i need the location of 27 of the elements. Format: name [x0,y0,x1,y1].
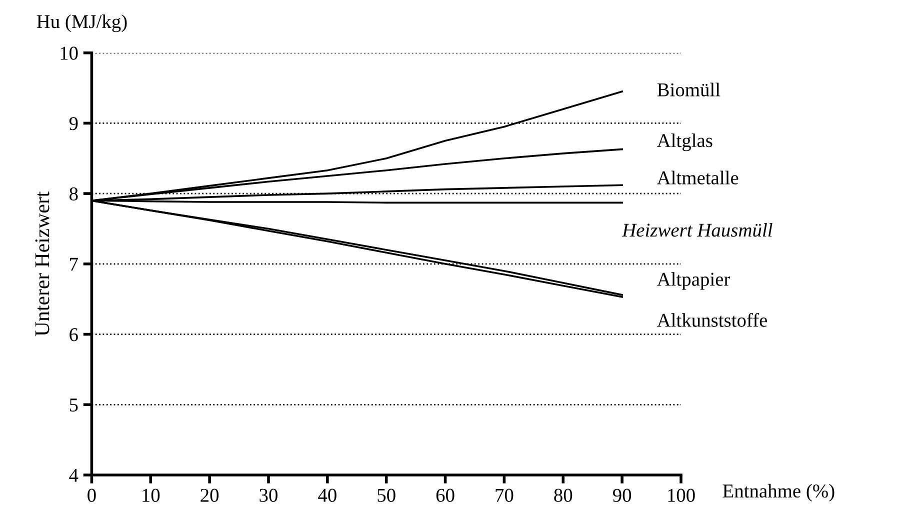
x-tick-label: 20 [200,488,219,502]
y-tick-label: 6 [70,328,78,342]
series-label: Altmetalle [656,170,738,184]
series-label: Altglas [656,133,712,152]
x-axis-title: Entnahme (%) [722,484,834,502]
y-tick-label: 10 [60,46,78,60]
y-axis-title: Unterer Heizwert [35,191,50,336]
x-tick-label: 90 [612,488,632,502]
x-tick-label: 60 [436,488,454,502]
series-label: Altkunststoffe [656,312,768,327]
y-tick-label: 4 [69,468,78,482]
series-label: Heizwert Hausmüll [622,223,772,237]
y-tick-label: 7 [70,258,78,271]
x-tick-label: 30 [260,488,278,502]
x-tick-label: 50 [378,488,396,502]
series-label: Biomüll [657,82,720,96]
text: Hu (MJ/kg) [36,14,127,32]
y-tick-label: 8 [70,187,78,200]
x-tick-label: 0 [88,488,96,502]
x-tick-label: 80 [554,488,572,502]
y-tick-label: 5 [70,398,78,412]
x-tick-label: 40 [318,488,336,502]
x-tick-label: 100 [668,488,695,502]
series-label: Altpapier [656,272,730,290]
y-tick-label: 9 [69,117,78,130]
x-tick-label: 70 [496,488,514,502]
x-tick-label: 10 [142,488,160,502]
